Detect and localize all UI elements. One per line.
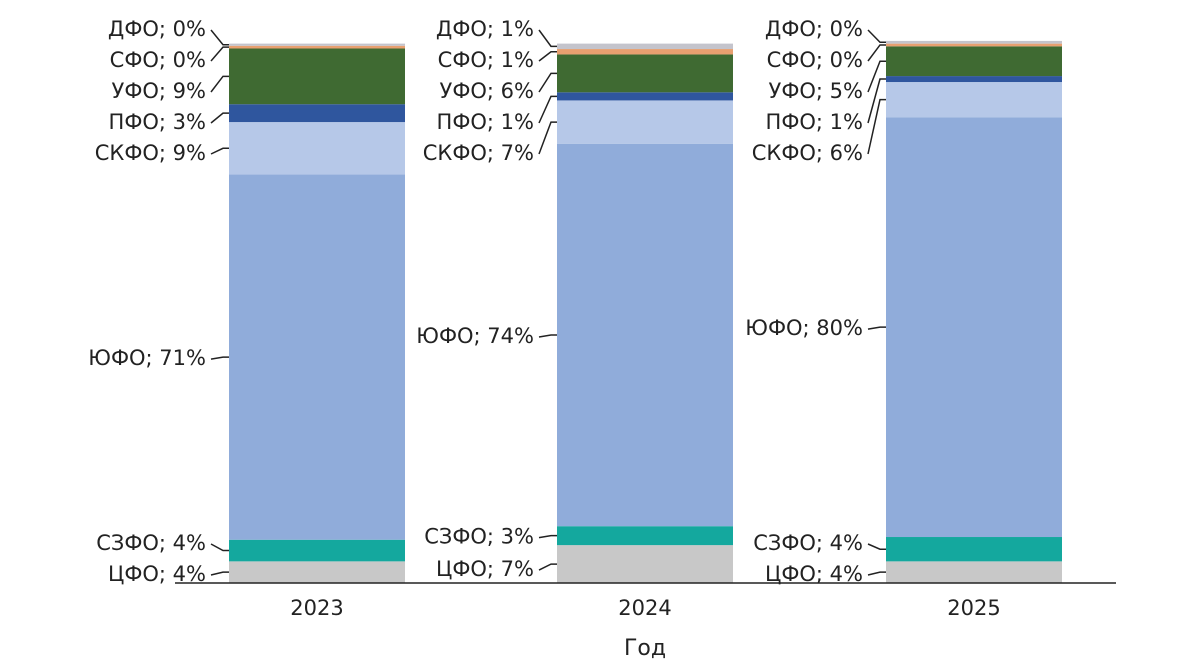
- leader-line-ДФО-2025: [867, 29, 886, 44]
- segment-label-УФО-2023: УФО; 9%: [112, 79, 206, 103]
- leader-line-ЦФО-2025: [867, 571, 886, 576]
- bar-segment-СЗФО-2024: [557, 526, 733, 546]
- segment-label-ЮФО-2023: ЮФО; 71%: [88, 346, 206, 370]
- bar-segment-ПФО-2024: [557, 92, 733, 101]
- x-tick-labels-group: 2023 2024 2025: [290, 596, 1000, 620]
- segment-label-ЮФО-2025: ЮФО; 80%: [745, 316, 863, 340]
- bar-segment-ДФО-2023: [229, 43, 405, 46]
- bar-segment-ЮФО-2025: [886, 117, 1062, 538]
- segment-label-СКФО-2025: СКФО; 6%: [752, 141, 863, 165]
- segment-labels-group: ЦФО; 4% СЗФО; 4% ЮФО; 71% СКФО; 9% ПФО; 3% УФ…: [88, 17, 863, 586]
- segment-label-ПФО-2025: ПФО; 1%: [766, 110, 863, 134]
- bar-segment-СКФО-2024: [557, 100, 733, 144]
- leader-line-УФО-2025: [867, 60, 886, 93]
- leader-line-ЮФО-2025: [867, 326, 886, 330]
- segment-label-ДФО-2025: ДФО; 0%: [765, 17, 863, 41]
- bar-segment-УФО-2025: [886, 46, 1062, 77]
- segment-label-СЗФО-2024: СЗФО; 3%: [424, 525, 534, 549]
- leader-line-УФО-2024: [538, 72, 557, 93]
- bar-segment-ЮФО-2024: [557, 143, 733, 527]
- leader-line-ЦФО-2023: [210, 571, 229, 576]
- leader-line-СЗФО-2025: [867, 543, 886, 550]
- leader-line-ПФО-2025: [867, 78, 886, 124]
- segment-label-УФО-2025: УФО; 5%: [769, 79, 863, 103]
- leader-line-СКФО-2023: [210, 147, 229, 155]
- bar-segment-ДФО-2025: [886, 40, 1062, 44]
- segment-label-СЗФО-2025: СЗФО; 4%: [753, 531, 863, 555]
- segment-label-УФО-2024: УФО; 6%: [440, 79, 534, 103]
- x-axis-title: Год: [624, 636, 666, 661]
- segment-label-ЦФО-2023: ЦФО; 4%: [108, 562, 206, 586]
- leader-line-ПФО-2024: [538, 95, 557, 124]
- segment-label-ЦФО-2024: ЦФО; 7%: [436, 557, 534, 581]
- segment-label-СФО-2024: СФО; 1%: [438, 48, 534, 72]
- segment-label-СФО-2023: СФО; 0%: [110, 48, 206, 72]
- leader-line-СФО-2023: [210, 46, 229, 62]
- leader-line-ЦФО-2024: [538, 563, 557, 571]
- bar-segment-ПФО-2023: [229, 104, 405, 123]
- leader-line-СКФО-2025: [867, 98, 886, 155]
- segment-label-ПФО-2023: ПФО; 3%: [109, 110, 206, 134]
- leader-line-СКФО-2024: [538, 121, 557, 155]
- bars-group: [229, 40, 1062, 583]
- bar-segment-СКФО-2023: [229, 122, 405, 175]
- leader-line-СЗФО-2024: [538, 534, 557, 539]
- leader-line-УФО-2023: [210, 75, 229, 93]
- leader-line-ПФО-2023: [210, 112, 229, 124]
- leader-line-ДФО-2024: [538, 29, 557, 48]
- bar-segment-СКФО-2025: [886, 82, 1062, 118]
- segment-label-СФО-2025: СФО; 0%: [767, 48, 863, 72]
- x-tick-label-2025: 2025: [947, 596, 1000, 620]
- leader-line-СЗФО-2023: [210, 543, 229, 552]
- x-tick-label-2024: 2024: [618, 596, 671, 620]
- segment-label-СКФО-2023: СКФО; 9%: [95, 141, 206, 165]
- leader-line-СФО-2025: [867, 44, 886, 62]
- bar-segment-УФО-2023: [229, 48, 405, 105]
- bar-segment-СФО-2025: [886, 43, 1062, 47]
- leader-line-СФО-2024: [538, 50, 557, 62]
- leader-line-ДФО-2023: [210, 29, 229, 46]
- bar-segment-ЦФО-2023: [229, 561, 405, 583]
- bar-segment-УФО-2024: [557, 54, 733, 93]
- bar-segment-ДФО-2024: [557, 43, 733, 50]
- leader-lines-group: [210, 29, 886, 576]
- segment-label-ПФО-2024: ПФО; 1%: [437, 110, 534, 134]
- x-tick-label-2023: 2023: [290, 596, 343, 620]
- segment-label-ЮФО-2024: ЮФО; 74%: [416, 324, 534, 348]
- bar-segment-СЗФО-2023: [229, 539, 405, 562]
- leader-line-ЮФО-2024: [538, 334, 557, 338]
- bar-segment-ЮФО-2023: [229, 174, 405, 540]
- bar-segment-ПФО-2025: [886, 76, 1062, 83]
- segment-label-ДФО-2024: ДФО; 1%: [436, 17, 534, 41]
- segment-label-СЗФО-2023: СЗФО; 4%: [96, 531, 206, 555]
- bar-segment-СЗФО-2025: [886, 537, 1062, 562]
- bar-segment-СФО-2023: [229, 45, 405, 49]
- segment-label-ЦФО-2025: ЦФО; 4%: [765, 562, 863, 586]
- bar-segment-ЦФО-2025: [886, 561, 1062, 583]
- bar-segment-СФО-2024: [557, 49, 733, 55]
- bar-segment-ЦФО-2024: [557, 545, 733, 583]
- segment-label-ДФО-2023: ДФО; 0%: [108, 17, 206, 41]
- segment-label-СКФО-2024: СКФО; 7%: [423, 141, 534, 165]
- leader-line-ЮФО-2023: [210, 356, 229, 360]
